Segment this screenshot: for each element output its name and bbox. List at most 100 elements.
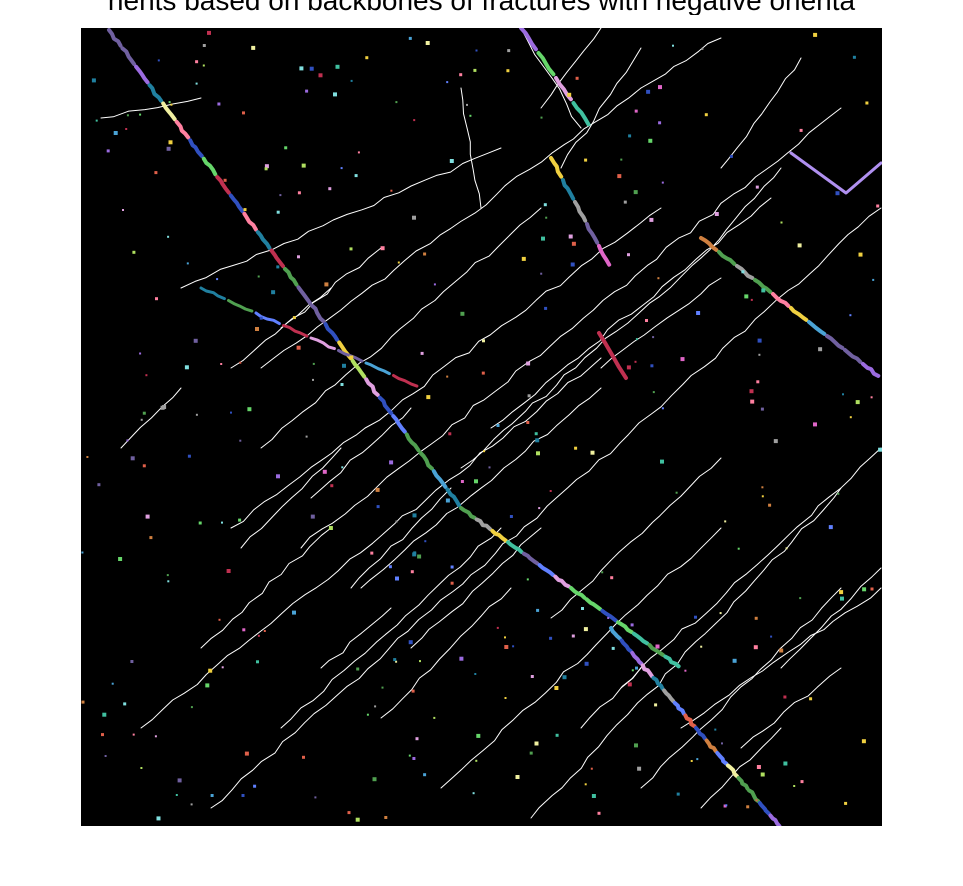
component-blob (411, 689, 415, 693)
backbone-segment (771, 292, 791, 308)
component-blob (256, 660, 259, 664)
backbone-segment (283, 267, 299, 287)
component-blob (276, 474, 280, 479)
component-blob (610, 576, 614, 580)
component-blob (365, 56, 369, 60)
image-panel (81, 28, 882, 826)
component-blob (420, 351, 424, 355)
component-blob (661, 181, 664, 184)
component-blob (239, 439, 242, 442)
component-blob (849, 416, 852, 419)
component-blob (737, 547, 740, 550)
backbone-segment (431, 469, 448, 489)
component-blob (680, 357, 685, 362)
fracture-trace (680, 587, 882, 729)
component-blob (783, 761, 788, 766)
component-blob (780, 221, 783, 224)
component-blob (719, 612, 722, 615)
component-blob (410, 570, 414, 574)
backbone-segment (120, 46, 136, 66)
backbone-segment (350, 358, 367, 379)
component-blob (397, 261, 400, 264)
component-blob (328, 526, 333, 530)
component-blob (761, 486, 764, 489)
component-blob (835, 191, 840, 196)
component-blob (496, 626, 499, 629)
component-blob (384, 816, 388, 819)
component-blob (876, 204, 880, 208)
component-blob (166, 146, 171, 151)
component-blob (581, 607, 584, 610)
component-blob (549, 636, 553, 640)
component-blob (310, 514, 315, 519)
component-blob (297, 255, 300, 259)
fracture-trace (490, 197, 772, 429)
component-blob (690, 760, 693, 762)
component-blob (202, 44, 206, 47)
component-blob (540, 116, 543, 119)
component-blob (684, 669, 687, 672)
component-blob (390, 189, 393, 192)
component-blob (749, 389, 754, 394)
component-blob (195, 60, 199, 64)
component-blob (198, 521, 202, 525)
fracture-trace (100, 97, 202, 119)
component-blob (130, 660, 134, 663)
component-blob (186, 262, 189, 265)
component-blob (504, 697, 507, 699)
component-blob (218, 618, 221, 621)
component-blob (238, 518, 242, 522)
component-blob (355, 817, 360, 822)
backbone-segment (585, 222, 600, 245)
component-blob (132, 733, 135, 736)
backbone-segment (107, 28, 123, 48)
component-blob (536, 451, 540, 456)
backbone-segment (474, 517, 493, 532)
component-blob (584, 158, 588, 162)
backbone-segment (537, 563, 555, 577)
component-blob (276, 265, 280, 269)
component-blob (395, 520, 398, 523)
component-blob (395, 101, 398, 104)
fracture-trace (380, 587, 512, 719)
fracture-trace (460, 87, 482, 209)
backbone-segment (561, 178, 576, 201)
component-blob (130, 456, 135, 461)
backbone-segment (459, 506, 477, 520)
fracture-trace (410, 527, 542, 649)
component-blob (223, 178, 227, 182)
fracture-trace (600, 277, 722, 369)
backbone-segment (227, 299, 254, 313)
component-blob (123, 702, 127, 706)
backbone-segment (296, 285, 312, 305)
fracture-trace (180, 147, 502, 289)
backbone-segment (619, 638, 633, 654)
component-blob (626, 365, 631, 370)
component-blob (809, 697, 813, 701)
fracture-trace (210, 207, 882, 809)
component-blob (102, 712, 107, 717)
fracture-trace (720, 57, 802, 169)
fracture-trace (200, 527, 332, 649)
component-blob (408, 640, 413, 645)
component-blob (754, 616, 758, 620)
component-blob (627, 682, 632, 687)
component-blob (168, 140, 173, 145)
component-blob (208, 668, 213, 673)
component-blob (395, 660, 398, 663)
component-blob (314, 796, 317, 799)
fracture-trace (140, 357, 602, 729)
component-blob (597, 811, 601, 815)
backbone-segment (201, 156, 218, 177)
component-blob (757, 338, 762, 343)
component-blob (221, 666, 224, 669)
component-blob (167, 235, 170, 238)
component-blob (635, 666, 638, 670)
component-blob (515, 775, 520, 779)
component-blob (187, 454, 191, 458)
component-blob (504, 636, 506, 639)
component-blob (658, 121, 662, 125)
component-blob (142, 411, 146, 415)
component-blob (190, 803, 193, 806)
component-blob (536, 608, 540, 612)
